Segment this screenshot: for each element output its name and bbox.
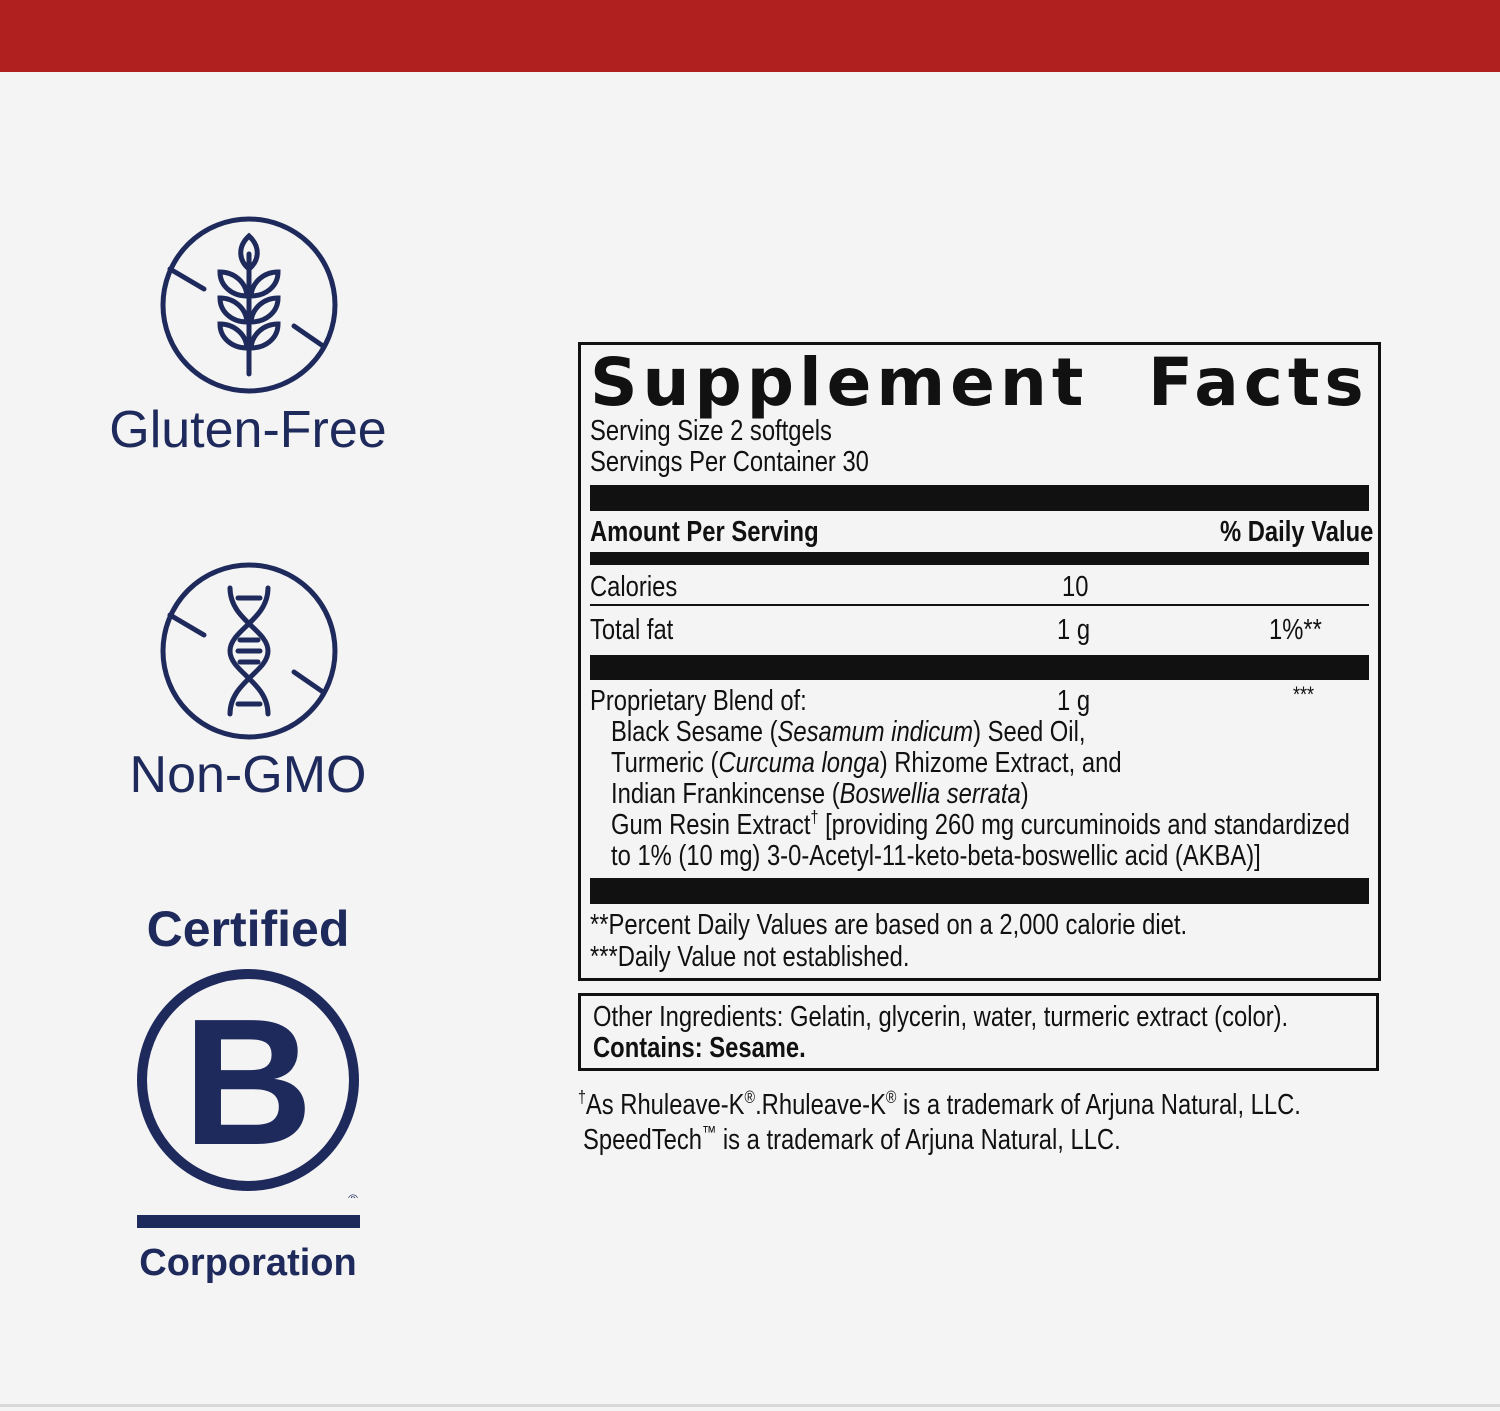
b-corp-certified-label: Certified [146, 901, 350, 957]
b-corp-divider [137, 1215, 360, 1228]
footnote-dv-not-established: ***Daily Value not established. [590, 941, 910, 973]
calories-label: Calories [590, 571, 678, 603]
b-corp-letter: B [183, 982, 313, 1183]
facts-title-right: Facts [1148, 344, 1369, 421]
bottom-divider [0, 1404, 1500, 1407]
amount-per-serving-header: Amount Per Serving [590, 516, 819, 548]
thin-rule [590, 604, 1369, 606]
total-fat-label: Total fat [590, 614, 674, 646]
footnote-percent-dv: **Percent Daily Values are based on a 2,… [590, 909, 1188, 941]
servings-per-container: Servings Per Container 30 [590, 446, 869, 478]
calories-amount: 10 [1062, 571, 1089, 603]
facts-title: Supplement [590, 344, 1088, 421]
gluten-free-wheat-icon [160, 216, 338, 394]
thick-rule [590, 485, 1369, 511]
supplement-facts-panel [578, 342, 1381, 981]
trademark-rhuleave: †As Rhuleave-K®.Rhuleave-K® is a tradema… [578, 1087, 1301, 1121]
b-corp-corporation-label: Corporation [139, 1242, 357, 1284]
blend-label: Proprietary Blend of: [590, 685, 807, 717]
facts-title-left: Supplement [590, 344, 1089, 421]
other-ingredients-box [578, 993, 1379, 1071]
blend-ingredient-2: Turmeric (Curcuma longa) Rhizome Extract… [611, 747, 1122, 779]
total-fat-dv: 1%** [1269, 614, 1322, 646]
trademark-speedtech: SpeedTech™ is a trademark of Arjuna Natu… [583, 1122, 1121, 1156]
daily-value-header: % Daily Value [1220, 516, 1374, 548]
serving-size: Serving Size 2 softgels [590, 415, 832, 447]
blend-ingredient-4: Gum Resin Extract† [providing 260 mg cur… [611, 807, 1350, 841]
other-ingredients: Other Ingredients: Gelatin, glycerin, wa… [593, 1001, 1289, 1033]
b-corp-logo: B ® [137, 969, 359, 1198]
thick-rule [590, 878, 1369, 904]
non-gmo-dna-icon [160, 562, 338, 740]
blend-ingredient-3: Indian Frankincense (Boswellia serrata) [611, 778, 1029, 810]
registered-mark: ® [348, 1191, 359, 1198]
allergen-contains: Contains: Sesame. [593, 1032, 806, 1064]
top-color-band [0, 0, 1500, 72]
medium-rule [590, 552, 1369, 565]
blend-amount: 1 g [1057, 685, 1091, 717]
thick-rule [590, 655, 1369, 680]
total-fat-amount: 1 g [1057, 614, 1091, 646]
blend-dv: *** [1293, 682, 1315, 707]
non-gmo-label: Non-GMO [129, 746, 367, 804]
gluten-free-label: Gluten-Free [109, 401, 387, 459]
blend-ingredient-5: to 1% (10 mg) 3-0-Acetyl-11-keto-beta-bo… [611, 840, 1261, 872]
blend-ingredient-1: Black Sesame (Sesamum indicum) Seed Oil, [611, 716, 1086, 748]
